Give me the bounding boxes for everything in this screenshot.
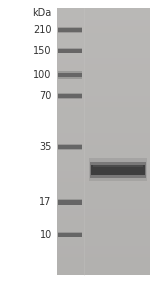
Bar [93,165,142,167]
Bar [58,232,82,237]
Bar [58,144,82,150]
Bar [58,49,82,53]
Text: 17: 17 [39,197,52,207]
Text: 10: 10 [39,230,52,240]
Text: 35: 35 [39,142,52,152]
Bar [58,72,82,78]
Text: 210: 210 [33,25,52,35]
Bar [58,200,82,205]
Text: 150: 150 [33,46,52,56]
Text: 70: 70 [39,91,52,101]
Bar [58,48,82,53]
Bar [58,27,82,32]
Bar [58,145,82,149]
Bar [58,93,82,99]
Bar [58,233,82,237]
Text: kDa: kDa [33,8,52,18]
Bar [91,164,145,175]
Bar [58,27,82,33]
Bar [58,94,82,98]
Bar [88,158,147,181]
Bar [58,71,82,78]
Bar [58,199,82,205]
Bar [90,162,146,178]
Text: 100: 100 [33,70,52,80]
